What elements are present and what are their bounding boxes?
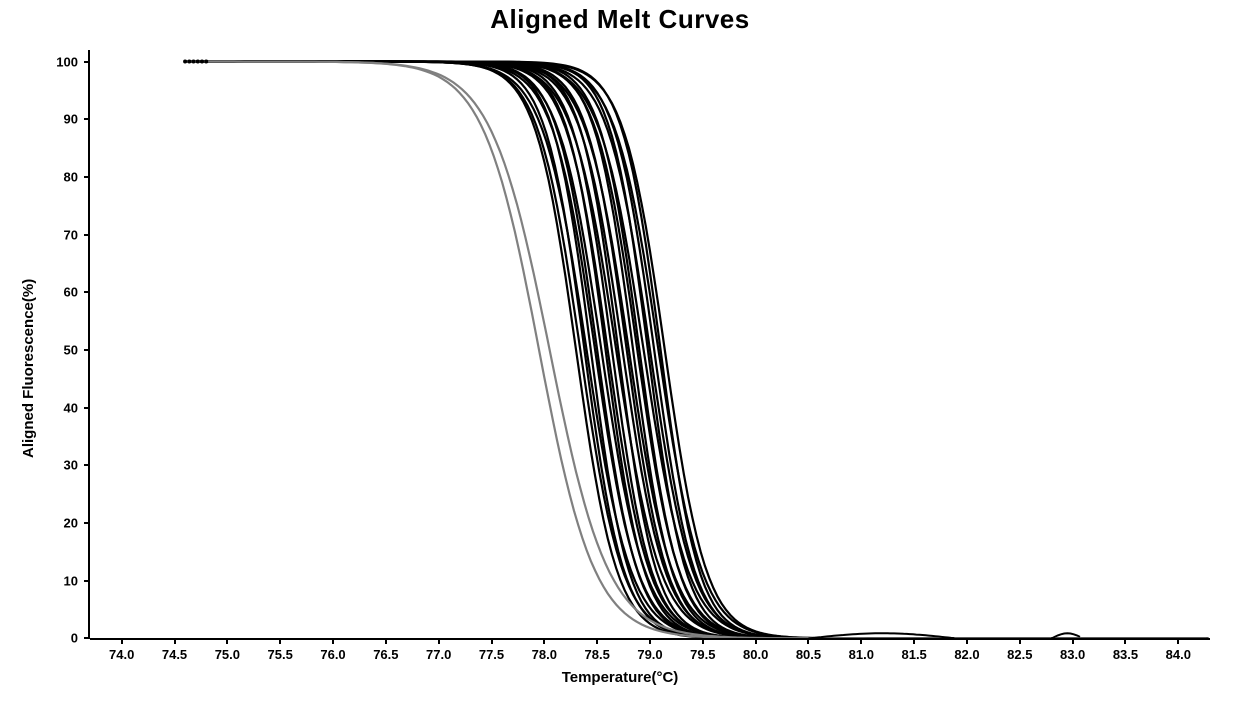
y-tick-mark xyxy=(84,464,90,466)
x-tick-label: 79.0 xyxy=(637,647,662,662)
y-tick-mark xyxy=(84,637,90,639)
y-tick-label: 0 xyxy=(46,631,78,646)
y-tick-mark xyxy=(84,349,90,351)
y-tick-label: 60 xyxy=(46,285,78,300)
x-tick-mark xyxy=(1177,638,1179,644)
x-tick-label: 81.0 xyxy=(849,647,874,662)
y-tick-mark xyxy=(84,176,90,178)
x-tick-mark xyxy=(438,638,440,644)
start-marker-dot xyxy=(196,60,200,64)
melt-curve xyxy=(206,62,1208,639)
melt-curve-chart: Aligned Melt Curves 74.0 74.5 75.0 75.5 76.0… xyxy=(0,0,1240,726)
y-tick-label: 70 xyxy=(46,227,78,242)
x-tick-label: 78.0 xyxy=(532,647,557,662)
x-tick-mark xyxy=(332,638,334,644)
x-tick-mark xyxy=(596,638,598,644)
x-tick-label: 76.5 xyxy=(373,647,398,662)
x-tick-mark xyxy=(860,638,862,644)
y-tick-mark xyxy=(84,61,90,63)
x-tick-mark xyxy=(649,638,651,644)
x-tick-label: 81.5 xyxy=(901,647,926,662)
y-tick-mark xyxy=(84,234,90,236)
x-tick-label: 80.0 xyxy=(743,647,768,662)
x-tick-label: 82.0 xyxy=(954,647,979,662)
x-tick-mark xyxy=(1124,638,1126,644)
x-tick-mark xyxy=(966,638,968,644)
start-marker-dot xyxy=(204,60,208,64)
y-axis-label: Aligned Fluorescence(%) xyxy=(20,279,37,458)
y-axis xyxy=(88,50,90,638)
start-marker-dot xyxy=(200,60,204,64)
x-tick-mark xyxy=(755,638,757,644)
melt-curve xyxy=(204,62,1206,639)
x-tick-label: 77.0 xyxy=(426,647,451,662)
x-tick-mark xyxy=(226,638,228,644)
x-tick-label: 84.0 xyxy=(1166,647,1191,662)
x-tick-mark xyxy=(1072,638,1074,644)
x-tick-mark xyxy=(702,638,704,644)
x-tick-mark xyxy=(174,638,176,644)
melt-curve xyxy=(202,62,1208,639)
y-tick-mark xyxy=(84,522,90,524)
melt-curve xyxy=(206,62,1208,639)
x-tick-label: 77.5 xyxy=(479,647,504,662)
y-tick-label: 100 xyxy=(46,54,78,69)
y-tick-label: 10 xyxy=(46,573,78,588)
y-tick-label: 20 xyxy=(46,516,78,531)
y-tick-mark xyxy=(84,118,90,120)
y-tick-label: 50 xyxy=(46,343,78,358)
x-tick-label: 74.5 xyxy=(162,647,187,662)
y-tick-mark xyxy=(84,580,90,582)
x-tick-mark xyxy=(491,638,493,644)
melt-curve xyxy=(191,62,1205,639)
x-axis-label: Temperature(°C) xyxy=(0,669,1240,686)
y-tick-mark xyxy=(84,407,90,409)
melt-curve xyxy=(198,62,1208,639)
melt-curve xyxy=(202,62,1208,639)
x-tick-label: 75.5 xyxy=(268,647,293,662)
x-tick-mark xyxy=(913,638,915,644)
melt-curve xyxy=(202,62,1208,639)
y-tick-mark xyxy=(84,291,90,293)
melt-curve xyxy=(191,62,1205,639)
melt-curve xyxy=(198,62,1208,639)
melt-curve xyxy=(200,62,1206,639)
start-marker-dot xyxy=(187,60,191,64)
curves-layer xyxy=(90,50,1210,650)
x-tick-label: 75.0 xyxy=(215,647,240,662)
x-tick-mark xyxy=(279,638,281,644)
x-tick-mark xyxy=(807,638,809,644)
x-tick-label: 83.0 xyxy=(1060,647,1085,662)
x-tick-mark xyxy=(385,638,387,644)
x-tick-mark xyxy=(121,638,123,644)
melt-curve xyxy=(204,62,1206,639)
x-tick-mark xyxy=(1019,638,1021,644)
y-tick-label: 40 xyxy=(46,400,78,415)
y-tick-label: 30 xyxy=(46,458,78,473)
melt-curve xyxy=(189,62,1208,639)
start-marker-dot xyxy=(192,60,196,64)
melt-curve xyxy=(189,62,1208,639)
x-tick-label: 80.5 xyxy=(796,647,821,662)
melt-curve xyxy=(200,62,1206,639)
x-tick-label: 78.5 xyxy=(585,647,610,662)
y-tick-label: 80 xyxy=(46,169,78,184)
plot-area xyxy=(90,50,1210,650)
y-tick-label: 90 xyxy=(46,112,78,127)
x-tick-mark xyxy=(543,638,545,644)
x-tick-label: 82.5 xyxy=(1007,647,1032,662)
x-tick-label: 83.5 xyxy=(1113,647,1138,662)
melt-curve xyxy=(198,62,1208,639)
chart-title: Aligned Melt Curves xyxy=(0,4,1240,35)
x-tick-label: 76.0 xyxy=(320,647,345,662)
start-marker-dot xyxy=(183,60,187,64)
x-tick-label: 79.5 xyxy=(690,647,715,662)
x-tick-label: 74.0 xyxy=(109,647,134,662)
melt-curve xyxy=(200,62,1206,639)
